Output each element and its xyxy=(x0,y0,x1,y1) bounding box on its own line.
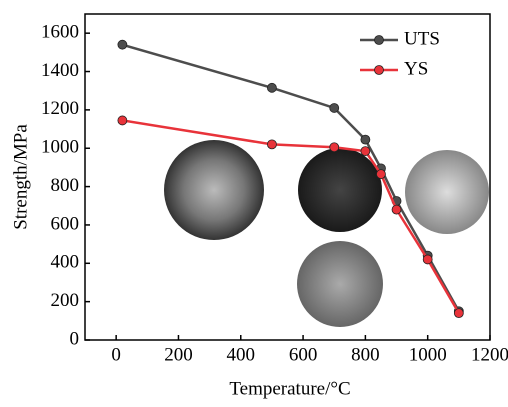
data-point xyxy=(361,135,370,144)
x-tick-label: 1000 xyxy=(409,344,447,365)
data-point xyxy=(423,255,432,264)
legend-marker xyxy=(375,36,384,45)
x-axis-label: Temperature/°C xyxy=(229,378,350,399)
data-point xyxy=(267,140,276,149)
y-tick-label: 600 xyxy=(51,213,80,234)
y-tick-label: 400 xyxy=(51,252,80,273)
y-tick-label: 1200 xyxy=(41,98,79,119)
x-tick-label: 1200 xyxy=(471,344,508,365)
y-tick-label: 200 xyxy=(51,290,80,311)
data-point xyxy=(330,143,339,152)
y-tick-label: 1000 xyxy=(41,137,79,158)
data-point xyxy=(330,103,339,112)
y-tick-label: 0 xyxy=(70,328,80,349)
data-point xyxy=(118,40,127,49)
micrograph xyxy=(164,140,264,240)
chart: Temperature/°C Strength/MPa 0 200 400 600 80… xyxy=(0,0,508,402)
legend-label: YS xyxy=(404,58,428,79)
legend-label: UTS xyxy=(404,28,440,49)
legend-marker xyxy=(375,66,384,75)
micrograph xyxy=(405,150,489,234)
micrograph xyxy=(297,241,383,327)
x-tick-label: 400 xyxy=(227,344,256,365)
y-tick-label: 800 xyxy=(51,175,80,196)
micrograph xyxy=(298,148,382,232)
data-point xyxy=(361,147,370,156)
x-tick-label: 200 xyxy=(164,344,193,365)
micrographs xyxy=(164,140,489,327)
data-point xyxy=(392,205,401,214)
y-tick-label: 1400 xyxy=(41,60,79,81)
y-axis-label: Strength/MPa xyxy=(10,124,31,230)
x-tick-label: 600 xyxy=(289,344,318,365)
data-point xyxy=(267,83,276,92)
data-point xyxy=(454,309,463,318)
data-point xyxy=(118,116,127,125)
y-tick-label: 1600 xyxy=(41,22,79,43)
x-tick-label: 0 xyxy=(111,344,121,365)
data-point xyxy=(376,170,385,179)
x-tick-label: 800 xyxy=(351,344,380,365)
